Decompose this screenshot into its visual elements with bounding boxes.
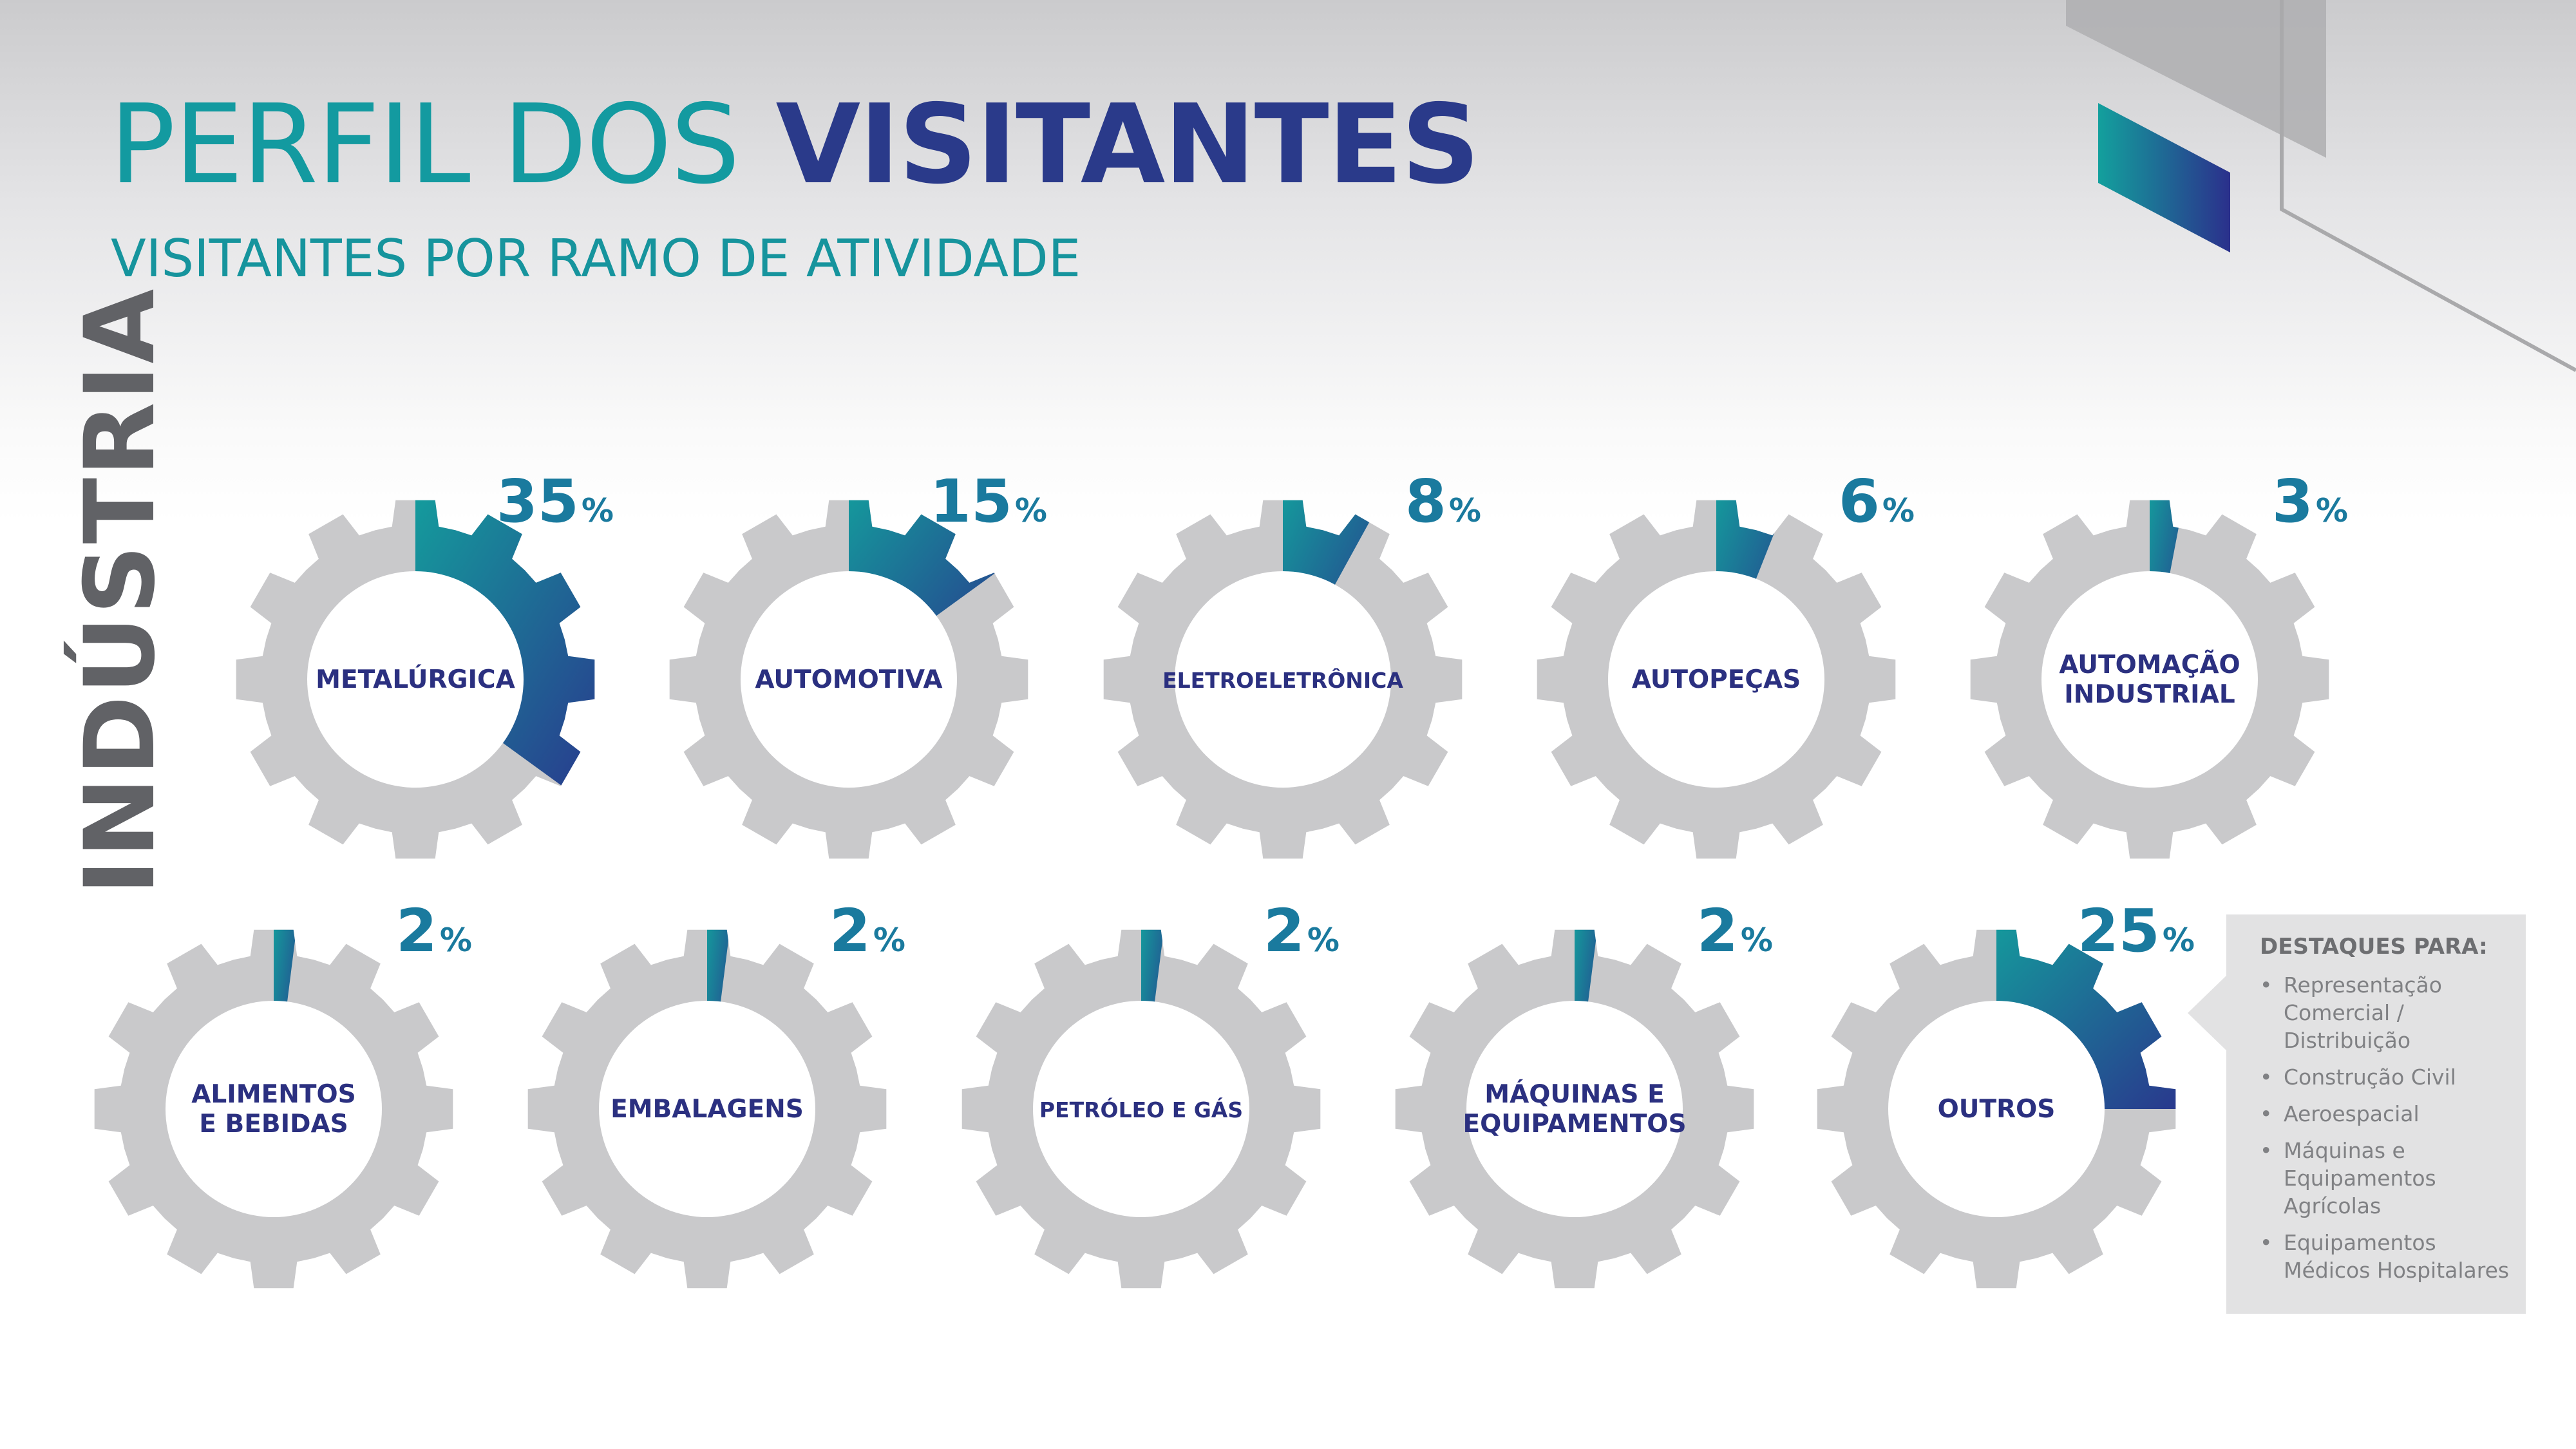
category-label-line: ELETROELETRÔNICA bbox=[1162, 667, 1403, 693]
brand-logo-shape bbox=[2098, 103, 2230, 252]
gear-category-label: MÁQUINAS E EQUIPAMENTOS bbox=[1463, 1079, 1686, 1139]
value-unit: % bbox=[1882, 492, 1915, 529]
value-unit: % bbox=[1449, 492, 1481, 529]
highlight-item: Construção Civil bbox=[2260, 1063, 2517, 1091]
gear-category-label: METALÚRGICA bbox=[316, 664, 515, 694]
gear-group: MÁQUINAS E EQUIPAMENTOS 2% bbox=[1395, 896, 1773, 1289]
category-label-line: MÁQUINAS E bbox=[1484, 1079, 1664, 1109]
gear-center bbox=[1466, 1001, 1683, 1217]
page-subtitle: VISITANTES POR RAMO DE ATIVIDADE bbox=[111, 229, 1081, 289]
gear-category-label: OUTROS bbox=[1938, 1095, 2056, 1124]
page-title: PERFIL DOS VISITANTES bbox=[109, 90, 1480, 200]
gear-group: PETRÓLEO E GÁS 2% bbox=[961, 896, 1340, 1289]
gear-value-label: 25% bbox=[2078, 896, 2195, 965]
gear-category-label: ALIMENTOS E BEBIDAS bbox=[191, 1080, 355, 1139]
gear-center bbox=[2041, 571, 2258, 788]
corner-line-shape bbox=[2280, 0, 2576, 372]
corner-panel-shape bbox=[2066, 0, 2326, 158]
value-unit: % bbox=[1741, 922, 1773, 959]
gear-group: EMBALAGENS 2% bbox=[527, 896, 905, 1289]
highlights-list: Representação Comercial / Distribuição C… bbox=[2260, 971, 2517, 1293]
gear-center bbox=[599, 1001, 815, 1217]
category-label-line: INDUSTRIAL bbox=[2064, 680, 2235, 709]
highlights-title: DESTAQUES PARA: bbox=[2260, 934, 2488, 960]
value-number: 2 bbox=[829, 896, 871, 965]
category-label-line: AUTOPEÇAS bbox=[1632, 665, 1801, 694]
gear-center bbox=[307, 571, 524, 788]
gear-category-label: AUTOMAÇÃO INDUSTRIAL bbox=[2059, 649, 2240, 709]
value-number: 2 bbox=[396, 896, 437, 965]
value-number: 8 bbox=[1405, 467, 1446, 536]
value-unit: % bbox=[582, 492, 614, 529]
value-unit: % bbox=[2316, 492, 2348, 529]
value-unit: % bbox=[1015, 492, 1047, 529]
highlight-item: Equipamentos Médicos Hospitalares bbox=[2260, 1229, 2517, 1284]
value-unit: % bbox=[873, 922, 905, 959]
gear-group: AUTOMOTIVA 15% bbox=[669, 467, 1047, 859]
gear-category-label: PETRÓLEO E GÁS bbox=[1039, 1097, 1243, 1122]
gear-value-label: 3% bbox=[2272, 467, 2348, 536]
gear-center bbox=[1175, 571, 1391, 788]
gear-center bbox=[166, 1001, 382, 1217]
value-number: 35 bbox=[497, 467, 579, 536]
gear-group: OUTROS 25% bbox=[1817, 896, 2195, 1289]
gear-value-label: 15% bbox=[930, 467, 1047, 536]
gear-value-label: 35% bbox=[497, 467, 614, 536]
highlight-item: Representação Comercial / Distribuição bbox=[2260, 971, 2517, 1054]
highlight-item: Aeroespacial bbox=[2260, 1100, 2517, 1128]
category-label-line: PETRÓLEO E GÁS bbox=[1039, 1097, 1243, 1122]
gear-center bbox=[741, 571, 957, 788]
value-number: 25 bbox=[2078, 896, 2160, 965]
gear-group: ELETROELETRÔNICA 8% bbox=[1103, 467, 1481, 859]
category-label-line: E BEBIDAS bbox=[199, 1110, 348, 1139]
value-number: 3 bbox=[2272, 467, 2313, 536]
gear-value-label: 6% bbox=[1839, 467, 1915, 536]
category-label-line: OUTROS bbox=[1938, 1095, 2056, 1124]
gear-center bbox=[1608, 571, 1824, 788]
title-bold: VISITANTES bbox=[775, 81, 1481, 209]
gear-category-label: EMBALAGENS bbox=[611, 1095, 804, 1124]
value-unit: % bbox=[2163, 922, 2195, 959]
highlight-item: Máquinas e Equipamentos Agrícolas bbox=[2260, 1137, 2517, 1220]
value-number: 2 bbox=[1697, 896, 1738, 965]
highlights-box: DESTAQUES PARA: Representação Comercial … bbox=[2188, 914, 2526, 1314]
category-label-line: EQUIPAMENTOS bbox=[1463, 1110, 1686, 1139]
category-label-line: AUTOMOTIVA bbox=[755, 665, 942, 694]
gear-value-label: 2% bbox=[1697, 896, 1773, 965]
value-unit: % bbox=[1307, 922, 1340, 959]
value-number: 15 bbox=[930, 467, 1012, 536]
gear-category-label: AUTOPEÇAS bbox=[1632, 665, 1801, 694]
value-unit: % bbox=[440, 922, 472, 959]
gear-value-label: 2% bbox=[829, 896, 905, 965]
gear-category-label: AUTOMOTIVA bbox=[755, 665, 942, 694]
gear-category-label: ELETROELETRÔNICA bbox=[1162, 667, 1403, 693]
gear-value-label: 2% bbox=[1264, 896, 1340, 965]
gear-value-label: 2% bbox=[396, 896, 472, 965]
gear-center bbox=[1033, 1001, 1249, 1217]
gear-value-label: 8% bbox=[1405, 467, 1481, 536]
gear-group: AUTOPEÇAS 6% bbox=[1537, 467, 1915, 859]
title-light: PERFIL DOS bbox=[109, 81, 740, 209]
gear-group: AUTOMAÇÃO INDUSTRIAL 3% bbox=[1970, 467, 2348, 859]
category-label-line: ALIMENTOS bbox=[191, 1080, 355, 1109]
value-number: 2 bbox=[1264, 896, 1305, 965]
gear-group: ALIMENTOS E BEBIDAS 2% bbox=[94, 896, 472, 1289]
gear-group: METALÚRGICA 35% bbox=[236, 467, 614, 859]
category-label-line: AUTOMAÇÃO bbox=[2059, 649, 2240, 679]
gear-center bbox=[1888, 1001, 2105, 1217]
category-label-line: METALÚRGICA bbox=[316, 664, 515, 694]
category-label-line: EMBALAGENS bbox=[611, 1095, 804, 1124]
value-number: 6 bbox=[1839, 467, 1880, 536]
